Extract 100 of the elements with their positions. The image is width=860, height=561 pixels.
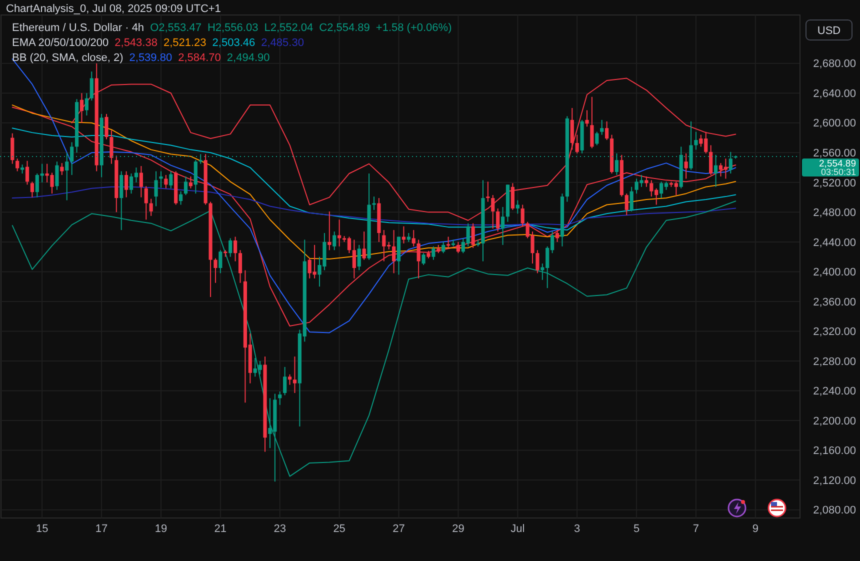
x-tick-label: 29 — [452, 523, 464, 535]
candlestick — [362, 231, 366, 260]
candlestick — [555, 230, 560, 242]
candlestick — [352, 239, 356, 279]
x-tick-label: Jul — [510, 523, 525, 535]
candlestick — [332, 231, 336, 251]
y-tick-label: 2,200.00 — [813, 415, 856, 428]
annotation: 2,494.90 — [226, 52, 270, 64]
y-tick-label: 2,640.00 — [813, 88, 856, 100]
candlestick — [278, 391, 282, 406]
candlestick — [228, 238, 232, 258]
candlestick — [188, 176, 193, 189]
annotation: 2,521.23 — [163, 37, 206, 49]
candlestick — [471, 222, 475, 248]
y-tick-label: 2,160.00 — [813, 445, 856, 458]
y-tick-label: 2,680.00 — [813, 58, 856, 70]
candlestick — [16, 158, 20, 172]
y-tick-label: 2,600.00 — [813, 118, 856, 130]
candlestick — [392, 230, 396, 274]
candlestick — [30, 181, 34, 198]
candlestick — [357, 244, 361, 271]
candlestick — [194, 160, 198, 194]
annotation: C2,554.89 — [319, 22, 370, 34]
y-tick-label: 2,480.00 — [813, 207, 856, 220]
candlestick — [90, 71, 94, 102]
y-tick-label: 2,240.00 — [813, 386, 856, 398]
y-tick-label: 2,520.00 — [813, 177, 856, 190]
candlestick — [624, 193, 628, 216]
candlestick — [456, 241, 460, 254]
candlestick — [496, 208, 500, 232]
candlestick — [570, 108, 574, 150]
candlestick — [238, 250, 242, 284]
candlestick — [510, 182, 514, 210]
candlestick — [218, 250, 222, 274]
x-tick-label: 19 — [154, 523, 168, 535]
candlestick — [694, 131, 698, 150]
candlestick — [709, 144, 713, 176]
candlestick — [292, 356, 297, 394]
candlestick — [110, 130, 114, 164]
candlestick — [288, 374, 292, 386]
candlestick — [422, 252, 426, 266]
y-tick-label: 2,440.00 — [813, 236, 856, 249]
annotation: +1.58 (+0.06%) — [376, 22, 452, 34]
y-tick-label: 2,560.00 — [813, 148, 856, 160]
x-tick-label: 21 — [214, 523, 227, 535]
annotation: ChartAnalysis_0, Jul 08, 2025 09:09 UTC+1 — [6, 3, 221, 15]
y-tick-label: 2,320.00 — [813, 326, 856, 338]
candlestick — [402, 226, 406, 244]
candlestick — [536, 250, 540, 274]
line-series — [71, 78, 736, 221]
text: USD — [817, 24, 841, 37]
annotation: 2,543.38 — [114, 37, 158, 49]
candlestick — [328, 210, 332, 251]
candlestick — [590, 96, 594, 149]
x-tick-label: 15 — [36, 523, 48, 535]
candlestick — [154, 170, 158, 207]
candlestick — [432, 246, 436, 260]
x-tick-label: 5 — [633, 523, 640, 535]
text: Ethereum / U.S. Dollar · 4h — [12, 22, 144, 34]
line-series — [12, 104, 736, 260]
candlestick — [214, 258, 218, 284]
candlestick — [585, 110, 589, 128]
candlestick — [55, 161, 59, 190]
candlestick — [575, 134, 579, 154]
candlestick — [80, 92, 84, 124]
annotation: H2,556.03 — [207, 22, 258, 34]
candlestick — [486, 181, 490, 202]
candlestick — [149, 198, 153, 216]
y-tick-label: 2,080.00 — [813, 504, 856, 517]
x-tick-label: 27 — [392, 523, 405, 535]
candlestick — [144, 186, 148, 220]
candlestick — [184, 176, 188, 196]
x-tick-label: 23 — [274, 523, 286, 535]
candlestick — [442, 241, 446, 254]
annotation: 2,584.70 — [178, 52, 221, 64]
annotation: 2,485.30 — [261, 37, 304, 49]
candlestick — [500, 206, 505, 246]
candlestick — [169, 170, 173, 189]
annotation: L2,552.04 — [264, 22, 314, 34]
annotation: O2,553.47 — [150, 22, 202, 34]
candlestick — [630, 186, 634, 212]
candlestick — [338, 219, 342, 247]
annotation: EMA 20/50/100/200 — [12, 37, 109, 49]
annotation: 2,503.46 — [212, 37, 256, 49]
candlestick — [516, 200, 520, 214]
candlestick — [520, 204, 524, 227]
x-tick-label: 17 — [95, 523, 108, 535]
candlestick — [416, 239, 420, 279]
candlestick — [412, 230, 416, 247]
candlestick — [164, 174, 168, 189]
candlestick — [60, 162, 64, 176]
candlestick — [124, 170, 128, 198]
annotation: BB (20, SMA, close, 2) — [12, 52, 124, 64]
candlestick — [84, 92, 88, 116]
candlestick — [644, 176, 648, 188]
y-tick-label: 2,280.00 — [813, 356, 856, 368]
candlestick — [446, 236, 450, 248]
y-tick-label: 2,120.00 — [813, 474, 856, 487]
y-tick-label: 2,360.00 — [813, 296, 856, 308]
candlestick — [283, 366, 287, 396]
